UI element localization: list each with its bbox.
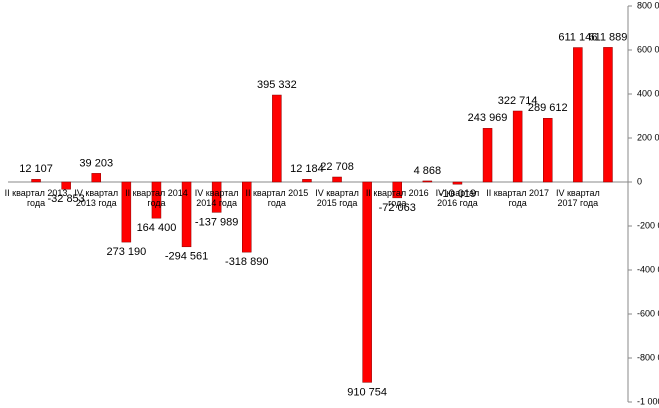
value-label: -72 063 [379, 202, 416, 214]
y-tick-label: 600 00 [637, 44, 659, 54]
y-tick-label: 400 00 [637, 88, 659, 98]
bar [91, 173, 101, 183]
value-label: -137 989 [195, 216, 238, 228]
x-tick-label: II квартал 2016 года [365, 188, 429, 208]
bar [61, 181, 71, 190]
bar [332, 176, 342, 183]
value-label: 395 332 [257, 79, 297, 91]
y-tick-label: -200 0 [637, 220, 659, 230]
bar [181, 181, 192, 248]
bar [362, 181, 372, 383]
bar [543, 118, 553, 183]
x-tick-label: IV квартал 2013 года [74, 188, 119, 208]
x-tick-label: IV квартал 2017 года [555, 188, 600, 208]
bar [512, 110, 523, 183]
y-tick-label: -400 0 [637, 264, 659, 274]
value-label: -318 890 [225, 256, 268, 268]
value-label: 39 203 [79, 157, 113, 169]
value-label: 322 714 [498, 95, 538, 107]
bar [211, 181, 222, 213]
bar [151, 181, 162, 219]
x-tick-label: II квартал 2015 года [245, 188, 309, 208]
x-tick-label: II квартал 2014 года [125, 188, 188, 208]
bar [573, 47, 583, 183]
value-label: 164 400 [137, 222, 177, 234]
bar [31, 179, 41, 183]
value-label: 12 107 [19, 163, 53, 175]
x-tick-label: IV квартал 2014 года [194, 188, 239, 208]
value-label: 910 754 [347, 386, 387, 398]
y-tick-label: 800 00 [637, 0, 659, 10]
y-tick-label: 200 00 [637, 132, 659, 142]
bar [422, 180, 433, 183]
value-label: 4 868 [414, 165, 442, 177]
value-label: -294 561 [165, 251, 208, 263]
bar [121, 181, 132, 243]
bar [603, 47, 613, 183]
value-label: 243 969 [468, 112, 508, 124]
value-label: 611 146 [558, 31, 597, 43]
bar [242, 181, 252, 253]
y-tick-label: 0 [637, 176, 642, 186]
value-label: -10 019 [439, 188, 476, 200]
value-label: 611 889 [588, 31, 627, 43]
y-tick-label: -800 0 [637, 352, 659, 362]
value-label: 12 184 [290, 163, 324, 175]
x-tick-label: II квартал 2013 года [4, 188, 68, 208]
x-tick-label: II квартал 2017 года [486, 188, 549, 208]
value-label: 289 612 [528, 102, 568, 114]
bar [302, 179, 312, 183]
bar [272, 94, 282, 183]
bar [452, 181, 463, 185]
bar [482, 128, 493, 183]
x-tick-label: IV квартал 2015 года [315, 188, 359, 208]
bar [392, 181, 402, 199]
x-tick-label: IV квартал 2016 года [435, 188, 480, 208]
y-tick-label: -1 000 [637, 396, 659, 406]
y-tick-label: -600 0 [637, 308, 659, 318]
value-label: -32 853 [47, 193, 84, 205]
value-label: 273 190 [106, 246, 146, 258]
value-label: 22 708 [320, 161, 354, 173]
